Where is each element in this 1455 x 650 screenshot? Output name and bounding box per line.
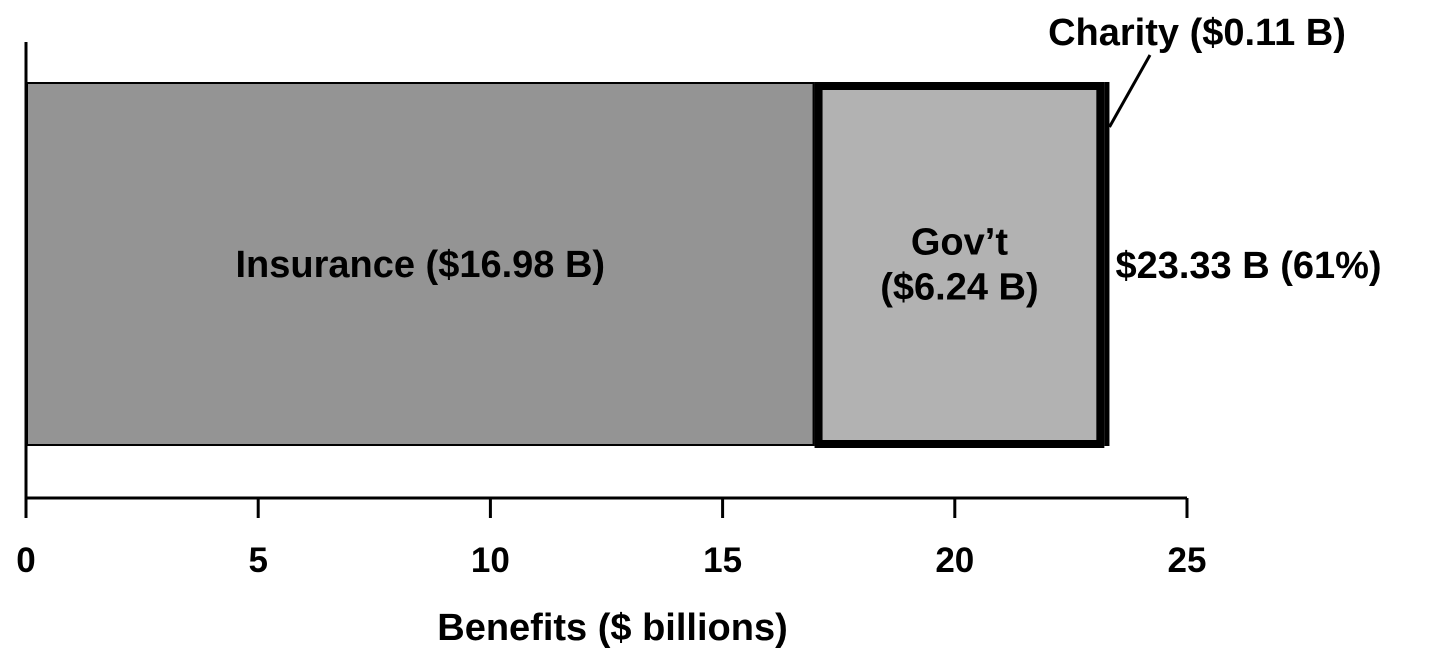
x-axis-title: Benefits ($ billions) xyxy=(437,607,787,649)
total-label: $23.33 B (61%) xyxy=(1115,245,1381,287)
x-tick-label: 20 xyxy=(935,541,974,580)
axes: 0 5 10 15 20 25 xyxy=(16,42,1206,580)
x-tick-label: 25 xyxy=(1168,541,1207,580)
callout-line-charity xyxy=(1108,54,1152,128)
bar-label-gov-t: Gov’t xyxy=(911,222,1008,264)
bar-segment-gov-t xyxy=(814,82,1105,448)
callout-label-charity: Charity ($0.11 B) xyxy=(1048,12,1346,54)
x-tick-label: 0 xyxy=(16,541,35,580)
bar-label-gov-t: ($6.24 B) xyxy=(880,267,1038,309)
bar-segment-charity xyxy=(1104,82,1110,446)
bar-labels: Insurance ($16.98 B) Gov’t($6.24 B) Charit… xyxy=(235,12,1381,309)
x-tick-label: 15 xyxy=(703,541,742,580)
bars xyxy=(26,82,1110,448)
bar-label-insurance: Insurance ($16.98 B) xyxy=(235,244,605,286)
x-tick-label: 5 xyxy=(248,541,267,580)
bar-segment-insurance xyxy=(26,82,815,446)
x-ticks: 0 5 10 15 20 25 xyxy=(16,498,1206,580)
x-tick-label: 10 xyxy=(471,541,510,580)
